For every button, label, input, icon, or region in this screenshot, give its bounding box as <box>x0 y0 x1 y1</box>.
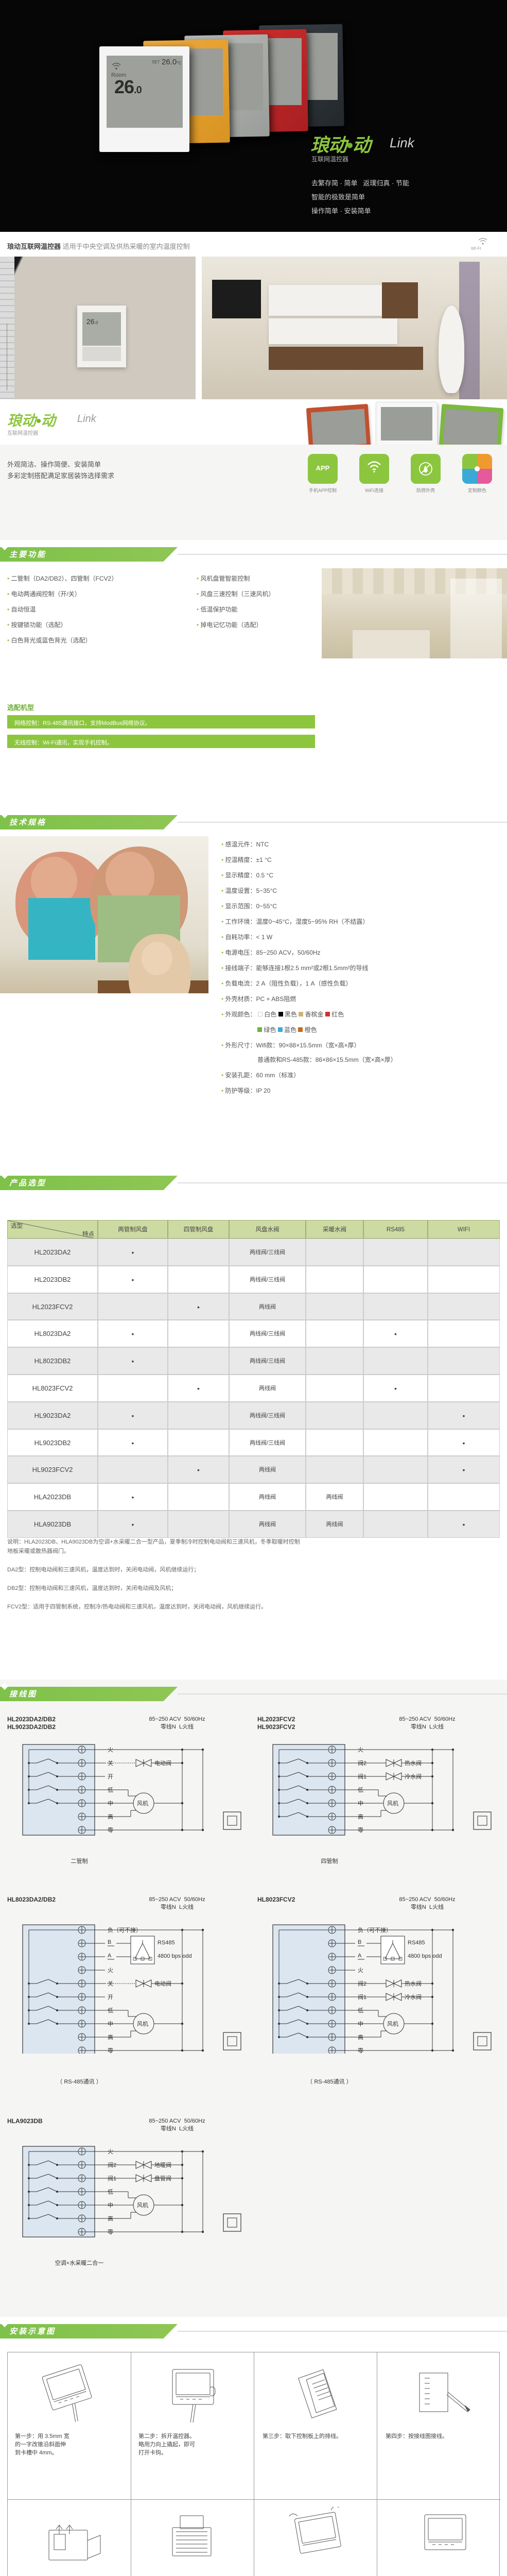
svg-text:火: 火 <box>108 1747 113 1753</box>
svg-text:A: A <box>358 1953 362 1959</box>
svg-text:4800 bps odd: 4800 bps odd <box>408 1953 442 1959</box>
svg-text:4800 bps odd: 4800 bps odd <box>158 1953 192 1959</box>
svg-text:RS485: RS485 <box>408 1940 425 1946</box>
svg-text:风机: 风机 <box>137 1800 148 1807</box>
svg-text:火: 火 <box>108 2149 113 2155</box>
svg-text:关: 关 <box>108 1759 113 1767</box>
svg-text:B: B <box>358 1939 361 1945</box>
svg-text:火: 火 <box>358 1747 363 1753</box>
svg-text:开: 开 <box>108 1774 113 1780</box>
svg-text:火: 火 <box>358 1968 363 1974</box>
svg-text:B: B <box>108 1939 111 1945</box>
svg-text:A: A <box>108 1953 112 1959</box>
svg-text:关: 关 <box>108 1980 113 1987</box>
svg-text:开: 开 <box>108 1994 113 2001</box>
svg-text:风机: 风机 <box>387 1800 398 1807</box>
svg-text:风机: 风机 <box>137 2020 148 2027</box>
svg-text:风机: 风机 <box>137 2201 148 2209</box>
svg-text:RS485: RS485 <box>158 1940 175 1946</box>
svg-text:风机: 风机 <box>387 2020 398 2027</box>
svg-text:火: 火 <box>108 1968 113 1974</box>
